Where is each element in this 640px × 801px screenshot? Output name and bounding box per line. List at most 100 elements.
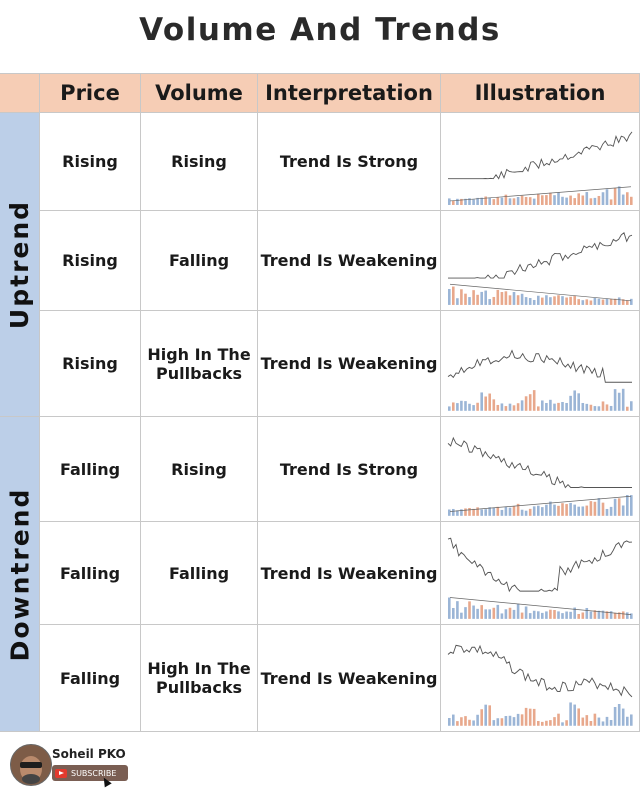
volume-bar [464, 607, 467, 619]
volume-bar [492, 507, 496, 516]
volume-bar [476, 294, 479, 305]
volume-bar [541, 507, 544, 516]
volume-bar [589, 300, 593, 305]
row-3-illustration [441, 311, 640, 417]
volume-bar [512, 717, 516, 726]
uptrend-label-cell: Uptrend [0, 113, 40, 417]
volume-bar [468, 601, 471, 619]
volume-bar [626, 716, 629, 726]
volume-bar [500, 718, 504, 726]
row-3-volume: High In The Pullbacks [141, 311, 258, 417]
volume-bar [545, 195, 548, 205]
volume-bar [545, 402, 548, 411]
volume-bar [516, 196, 520, 205]
volume-bar [541, 195, 544, 205]
volume-bar [581, 506, 585, 516]
volume-bar [605, 298, 609, 305]
row-3-interpretation: Trend Is Weakening [258, 311, 441, 417]
volume-bar [496, 604, 500, 619]
volume-trendline [449, 495, 632, 512]
volume-bar [581, 402, 585, 411]
volume-bar [613, 498, 617, 516]
row-1-illustration [441, 113, 640, 211]
volume-bar [492, 607, 496, 619]
row-4-illustration [441, 417, 640, 522]
volume-bar [472, 405, 475, 411]
volume-bar [484, 396, 487, 411]
volume-bar [537, 505, 540, 516]
volume-bar [573, 704, 576, 726]
volume-bar [528, 508, 532, 516]
volume-bar [561, 296, 564, 305]
volume-bar [577, 299, 580, 305]
header-interpretation: Interpretation [258, 73, 441, 113]
volume-bar [532, 198, 536, 205]
volume-bar [561, 503, 564, 516]
volume-bar [541, 297, 544, 305]
volume-bar [541, 612, 544, 619]
volume-trendline [449, 186, 632, 202]
volume-bar [456, 721, 459, 726]
volume-bar [452, 508, 455, 516]
row-6-price: Falling [40, 625, 141, 732]
volume-bar [496, 718, 500, 726]
volume-bar [593, 197, 597, 205]
volume-bar [593, 713, 597, 726]
author-badge[interactable]: Soheil PKO SUBSCRIBE [10, 744, 140, 790]
volume-bar [504, 194, 508, 205]
volume-bar [484, 704, 487, 726]
volume-bar [565, 611, 568, 619]
volume-bar [553, 403, 556, 411]
volume-bar [452, 200, 455, 205]
volume-bar [504, 716, 508, 726]
volume-bar [472, 290, 475, 305]
row-4-volume: Rising [141, 417, 258, 522]
volume-bar [528, 298, 532, 305]
volume-bar [609, 611, 613, 619]
volume-bar [468, 297, 471, 305]
row-6-volume: High In The Pullbacks [141, 625, 258, 732]
volume-bar [528, 708, 532, 726]
volume-bar [496, 289, 500, 305]
volume-bar [508, 507, 512, 516]
volume-bar [528, 394, 532, 411]
volume-bar [500, 292, 504, 305]
volume-bar [492, 399, 496, 411]
volume-bar [524, 510, 528, 516]
volume-bar [585, 505, 589, 516]
volume-bar [464, 401, 467, 411]
volume-bar [569, 611, 572, 619]
volume-bar [448, 509, 451, 516]
volume-bar [456, 601, 459, 619]
volume-bar [448, 597, 451, 619]
volume-bar [452, 607, 455, 619]
row-1-volume: Rising [141, 113, 258, 211]
volume-bar [476, 197, 479, 205]
volume-bar [593, 406, 597, 411]
header-volume: Volume [141, 73, 258, 113]
volume-bar [621, 505, 625, 516]
volume-bar [553, 610, 556, 619]
volume-bar [565, 720, 568, 726]
volume-bar [504, 506, 508, 516]
volume-bar [617, 186, 621, 205]
volume-bar [472, 508, 475, 516]
volume-bar [500, 509, 504, 516]
volume-bar [630, 714, 633, 726]
volume-bar [508, 715, 512, 726]
volume-bar [456, 298, 459, 305]
volume-bar [537, 193, 540, 205]
volume-bar [597, 498, 601, 516]
volume-bar [524, 196, 528, 205]
volume-bar [456, 198, 459, 205]
volume-bar [488, 507, 491, 516]
illustration-chart [448, 232, 633, 305]
volume-bar [524, 707, 528, 726]
volume-bar [617, 704, 621, 726]
volume-bar [480, 509, 483, 516]
volume-bar [617, 392, 621, 411]
subscribe-button[interactable]: SUBSCRIBE [52, 765, 128, 781]
volume-bar [577, 193, 580, 205]
volume-bar [472, 720, 475, 726]
volume-bar [464, 293, 467, 305]
